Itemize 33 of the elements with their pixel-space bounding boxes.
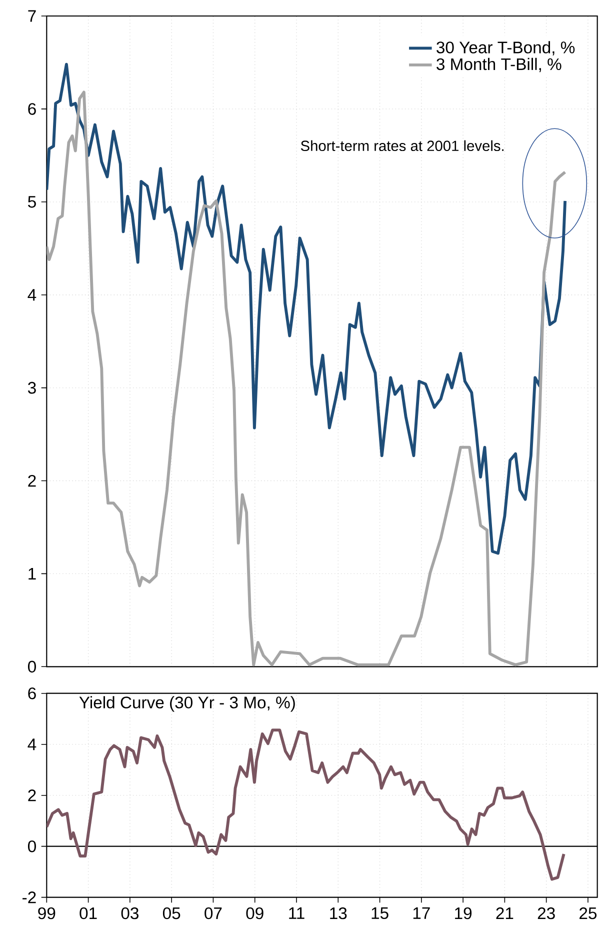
y-tick-label: 2: [28, 474, 36, 487]
x-tick-label: 21: [496, 907, 514, 920]
y-tick-label: 4: [28, 289, 36, 301]
annotation: Short-term rates at 2001 levels.: [301, 140, 504, 152]
x-tick-label: 17: [414, 907, 430, 919]
y-tick-label: 0: [28, 660, 36, 673]
x-tick-label: 99: [38, 907, 56, 920]
legend-label: 30 Year T-Bond, %: [436, 41, 575, 56]
y-tick-label: 6: [28, 103, 36, 115]
y-tick-label: 7: [28, 10, 36, 22]
y-tick-label: 4: [28, 738, 36, 750]
x-tick-label: 11: [289, 907, 304, 919]
x-tick-label: 13: [330, 907, 347, 920]
x-tick-label: 03: [121, 907, 139, 920]
line-series: [46, 728, 566, 881]
y-tick-label: -2: [22, 892, 36, 904]
y-tick-label: 0: [28, 840, 36, 852]
x-tick-label: 19: [455, 907, 472, 920]
x-tick-label: 09: [246, 907, 264, 920]
x-tick-label: 07: [204, 907, 222, 920]
chart-title: Yield Curve (30 Yr - 3 Mo, %): [79, 696, 296, 712]
line-series: [46, 90, 567, 666]
x-tick-label: 25: [580, 907, 597, 920]
y-tick-label: 6: [28, 687, 36, 700]
x-tick-label: 05: [163, 907, 180, 920]
legend-label: 3 Month T-Bill, %: [436, 58, 562, 72]
x-tick-label: 15: [372, 907, 388, 920]
x-tick-label: 01: [80, 907, 97, 920]
y-tick-label: 2: [28, 790, 36, 802]
x-tick-label: 23: [538, 907, 556, 920]
y-tick-label: 1: [28, 568, 36, 580]
y-tick-label: 3: [28, 382, 36, 394]
y-tick-label: 5: [28, 196, 36, 208]
